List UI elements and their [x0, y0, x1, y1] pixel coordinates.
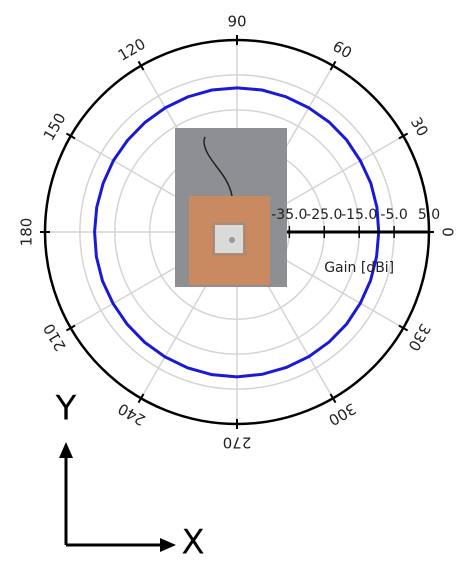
x-axis-letter: X [181, 523, 204, 562]
theta-tick-label: 150 [40, 110, 70, 144]
theta-tick-label: 180 [18, 218, 36, 247]
chart: 0 30 60 90 120 150 180 210 240 270 300 330 -35.0-25… [0, 0, 469, 562]
theta-tick-label: 270 [223, 434, 252, 452]
r-tick-label: -25.0 [306, 207, 342, 223]
y-axis-letter: Y [55, 389, 77, 429]
theta-tick-label: 120 [115, 35, 149, 65]
r-axis-label: Gain [dBi] [324, 260, 394, 276]
theta-tick-label: 90 [227, 13, 246, 31]
theta-tick-label: 60 [329, 37, 355, 62]
theta-tick-label: 210 [40, 320, 70, 354]
r-tick-label: -15.0 [341, 207, 377, 223]
r-tick-label: -5.0 [380, 207, 407, 223]
r-tick-label: 5.0 [418, 207, 440, 223]
theta-tick-label: 300 [325, 399, 359, 429]
theta-tick-label: 330 [404, 320, 434, 354]
theta-tick-label: 30 [407, 114, 432, 140]
antenna-photo [175, 128, 287, 287]
theta-tick-label: 0 [439, 227, 457, 237]
theta-tick-label: 240 [115, 399, 149, 429]
r-tick-label: -35.0 [271, 207, 307, 223]
